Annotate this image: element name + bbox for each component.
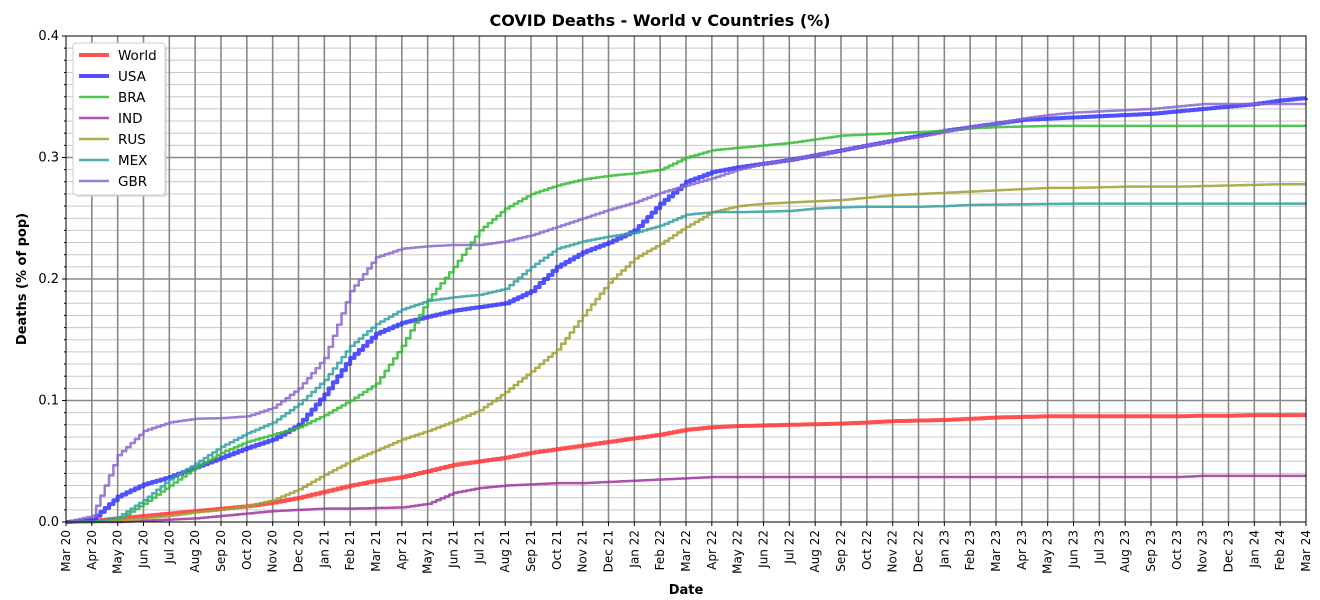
legend-label: World: [118, 48, 157, 64]
y-tick-label: 0.0: [38, 515, 59, 530]
x-tick-label: Sep 23: [1144, 530, 1158, 572]
x-tick-label: Dec 23: [1222, 530, 1236, 572]
x-tick-label: Apr 21: [395, 530, 409, 570]
x-tick-label: Apr 22: [705, 530, 719, 570]
x-tick-label: Jan 24: [1247, 530, 1261, 569]
x-tick-label: Nov 23: [1196, 530, 1210, 573]
x-tick-label: Mar 22: [679, 530, 693, 572]
x-tick-label: Sep 21: [524, 530, 538, 572]
x-tick-label: Jul 22: [782, 530, 796, 565]
x-tick-label: Mar 20: [59, 530, 73, 572]
x-tick-label: Jun 21: [447, 530, 461, 569]
series-line-ind: [66, 474, 1306, 524]
y-tick-label: 0.2: [38, 272, 59, 287]
x-tick-label: Aug 23: [1118, 530, 1132, 573]
x-axis: Mar 20 Apr 20 May 20 Jun 20 Jul 20 Aug 20 Sep …: [59, 522, 1313, 574]
x-tick-label: Aug 21: [498, 530, 512, 573]
x-tick-label: Apr 23: [1015, 530, 1029, 570]
series-line-mex: [66, 202, 1306, 524]
x-tick-label: Oct 22: [860, 530, 874, 570]
x-tick-label: Jun 22: [757, 530, 771, 569]
y-tick-label: 0.1: [38, 394, 59, 409]
x-tick-label: Dec 22: [912, 530, 926, 572]
x-tick-label: Jul 23: [1092, 530, 1106, 565]
chart-title: COVID Deaths - World v Countries (%): [490, 11, 831, 30]
x-tick-label: Nov 22: [886, 530, 900, 573]
y-axis-label: Deaths (% of pop): [15, 213, 30, 345]
x-tick-label: Oct 21: [550, 530, 564, 570]
legend-label: BRA: [118, 90, 146, 106]
x-tick-label: Jun 20: [137, 530, 151, 569]
y-tick-label: 0.4: [38, 29, 59, 44]
x-tick-label: Feb 22: [653, 530, 667, 570]
x-tick-label: Jul 21: [472, 530, 486, 565]
x-tick-label: Jan 22: [627, 530, 641, 569]
legend-box: [72, 42, 166, 196]
series-line-bra: [66, 124, 1306, 524]
y-axis: 0.0 0.1 0.2 0.3 0.4: [38, 29, 66, 530]
x-tick-label: Feb 21: [343, 530, 357, 570]
legend-label: IND: [118, 111, 142, 127]
x-tick-label: Dec 20: [292, 530, 306, 572]
legend-label: MEX: [118, 153, 147, 169]
x-tick-label: Oct 23: [1170, 530, 1184, 570]
legend-label: USA: [118, 69, 147, 85]
x-tick-label: May 22: [731, 530, 745, 574]
x-tick-label: Aug 20: [188, 530, 202, 573]
x-tick-label: Mar 24: [1299, 530, 1313, 572]
series-line-usa: [66, 96, 1308, 524]
x-tick-label: Dec 21: [602, 530, 616, 572]
x-tick-label: Nov 20: [266, 530, 280, 573]
x-tick-label: Jan 23: [937, 530, 951, 569]
x-tick-label: Feb 24: [1273, 530, 1287, 570]
x-tick-label: May 21: [421, 530, 435, 574]
legend: World USA BRA IND RUS MEX GBR: [72, 42, 167, 197]
legend-label: GBR: [118, 174, 147, 190]
x-tick-label: Mar 23: [989, 530, 1003, 572]
x-tick-label: Sep 22: [834, 530, 848, 572]
x-tick-label: Apr 20: [85, 530, 99, 570]
x-tick-label: May 23: [1041, 530, 1055, 574]
x-tick-label: Jun 23: [1067, 530, 1081, 569]
x-axis-label: Date: [669, 583, 704, 598]
y-tick-label: 0.3: [38, 151, 59, 166]
x-tick-label: May 20: [111, 530, 125, 574]
series-line-gbr: [66, 102, 1306, 524]
legend-label: RUS: [118, 132, 146, 148]
series-line-rus: [66, 182, 1306, 524]
series-lines: [66, 96, 1308, 524]
x-tick-label: Nov 21: [576, 530, 590, 573]
x-tick-label: Jul 20: [162, 530, 176, 565]
grid: [66, 36, 1306, 522]
x-tick-label: Mar 21: [369, 530, 383, 572]
x-tick-label: Sep 20: [214, 530, 228, 572]
x-tick-label: Feb 23: [963, 530, 977, 570]
x-tick-label: Jan 21: [317, 530, 331, 569]
x-tick-label: Oct 20: [240, 530, 254, 570]
x-tick-label: Aug 22: [808, 530, 822, 573]
